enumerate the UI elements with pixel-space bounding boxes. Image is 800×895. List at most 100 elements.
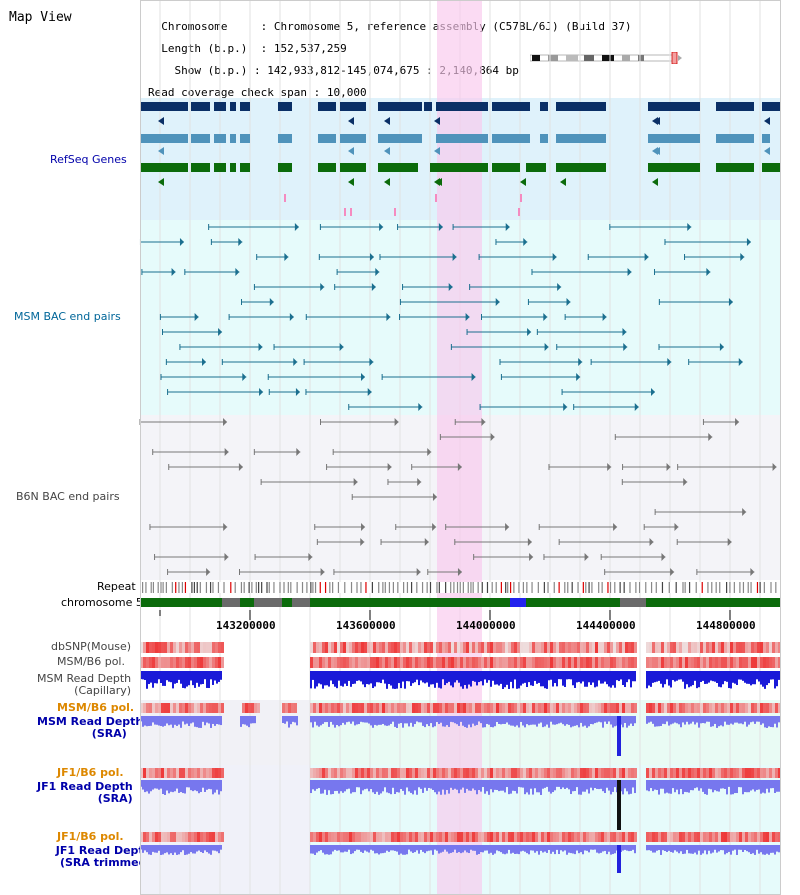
bac-pair-arrow[interactable]: [293, 358, 298, 366]
read-depth-bar[interactable]: [682, 716, 684, 723]
read-depth-bar[interactable]: [776, 845, 778, 852]
polymorphism-cell[interactable]: [556, 657, 559, 668]
polymorphism-cell[interactable]: [733, 768, 736, 778]
polymorphism-cell[interactable]: [625, 642, 628, 653]
read-depth-bar[interactable]: [434, 780, 436, 793]
polymorphism-cell[interactable]: [778, 703, 781, 713]
polymorphism-cell[interactable]: [508, 657, 511, 668]
polymorphism-cell[interactable]: [415, 768, 418, 778]
read-depth-bar[interactable]: [720, 780, 722, 789]
polymorphism-cell[interactable]: [526, 832, 529, 842]
polymorphism-cell[interactable]: [472, 768, 475, 778]
read-depth-bar[interactable]: [210, 845, 212, 855]
refseq-arrow[interactable]: [436, 178, 442, 186]
polymorphism-cell[interactable]: [670, 657, 673, 668]
polymorphism-cell[interactable]: [158, 703, 161, 713]
read-depth-bar[interactable]: [598, 845, 600, 854]
polymorphism-cell[interactable]: [514, 768, 517, 778]
repeat-element[interactable]: [470, 582, 472, 593]
polymorphism-cell[interactable]: [379, 832, 382, 842]
read-depth-bar[interactable]: [526, 780, 528, 793]
polymorphism-cell[interactable]: [661, 642, 664, 653]
read-depth-bar[interactable]: [472, 716, 474, 724]
read-depth-bar[interactable]: [508, 716, 510, 725]
polymorphism-cell[interactable]: [712, 832, 715, 842]
polymorphism-cell[interactable]: [628, 832, 631, 842]
read-depth-bar[interactable]: [698, 716, 700, 728]
read-depth-bar[interactable]: [594, 716, 596, 724]
read-depth-bar[interactable]: [624, 780, 626, 789]
polymorphism-cell[interactable]: [622, 703, 625, 713]
polymorphism-cell[interactable]: [185, 768, 188, 778]
polymorphism-cell[interactable]: [562, 832, 565, 842]
polymorphism-cell[interactable]: [448, 703, 451, 713]
read-depth-bar[interactable]: [700, 716, 702, 724]
read-depth-bar[interactable]: [330, 671, 332, 681]
read-depth-bar[interactable]: [612, 780, 614, 792]
read-depth-bar[interactable]: [490, 845, 492, 853]
polymorphism-cell[interactable]: [313, 657, 316, 668]
repeat-element[interactable]: [258, 582, 260, 593]
read-depth-bar[interactable]: [374, 780, 376, 795]
repeat-element[interactable]: [268, 582, 270, 593]
polymorphism-cell[interactable]: [667, 703, 670, 713]
read-depth-bar[interactable]: [340, 716, 342, 726]
polymorphism-cell[interactable]: [475, 642, 478, 653]
polymorphism-cell[interactable]: [221, 703, 224, 713]
read-depth-bar[interactable]: [684, 845, 686, 854]
polymorphism-cell[interactable]: [772, 832, 775, 842]
read-depth-bar[interactable]: [164, 845, 166, 854]
read-depth-bar[interactable]: [686, 671, 688, 685]
polymorphism-cell[interactable]: [355, 832, 358, 842]
polymorphism-cell[interactable]: [221, 657, 224, 668]
read-depth-bar[interactable]: [144, 671, 146, 681]
read-depth-bar[interactable]: [706, 716, 708, 722]
bac-pair-arrow[interactable]: [339, 343, 344, 351]
bac-pair-arrow[interactable]: [706, 268, 711, 276]
polymorphism-cell[interactable]: [553, 642, 556, 653]
read-depth-bar[interactable]: [552, 845, 554, 852]
polymorphism-cell[interactable]: [421, 768, 424, 778]
read-depth-bar[interactable]: [536, 780, 538, 793]
read-depth-bar[interactable]: [586, 716, 588, 728]
read-depth-bar[interactable]: [352, 845, 354, 854]
read-depth-bar[interactable]: [420, 845, 422, 850]
read-depth-bar[interactable]: [340, 845, 342, 853]
read-depth-bar[interactable]: [474, 716, 476, 726]
read-depth-bar[interactable]: [750, 780, 752, 791]
read-depth-bar[interactable]: [762, 671, 764, 687]
read-depth-bar[interactable]: [336, 716, 338, 726]
read-depth-bar[interactable]: [452, 780, 454, 790]
polymorphism-cell[interactable]: [661, 703, 664, 713]
polymorphism-cell[interactable]: [544, 832, 547, 842]
read-depth-bar[interactable]: [582, 716, 584, 727]
polymorphism-cell[interactable]: [559, 768, 562, 778]
refseq-gene[interactable]: [762, 134, 770, 143]
read-depth-bar[interactable]: [396, 716, 398, 728]
polymorphism-cell[interactable]: [523, 657, 526, 668]
read-depth-bar[interactable]: [634, 780, 636, 794]
refseq-gene[interactable]: [492, 102, 530, 111]
read-depth-bar[interactable]: [726, 671, 728, 682]
read-depth-bar[interactable]: [732, 845, 734, 851]
read-depth-bar[interactable]: [594, 845, 596, 850]
polymorphism-cell[interactable]: [745, 642, 748, 653]
repeat-element[interactable]: [661, 582, 664, 593]
read-depth-bar[interactable]: [582, 671, 584, 682]
read-depth-bar[interactable]: [412, 671, 414, 684]
read-depth-bar[interactable]: [658, 845, 660, 851]
repeat-element[interactable]: [588, 582, 590, 593]
polymorphism-cell[interactable]: [625, 703, 628, 713]
read-depth-bar[interactable]: [696, 716, 698, 723]
read-depth-bar[interactable]: [526, 845, 528, 854]
polymorphism-cell[interactable]: [766, 703, 769, 713]
read-depth-bar[interactable]: [712, 671, 714, 682]
polymorphism-cell[interactable]: [182, 832, 185, 842]
polymorphism-cell[interactable]: [511, 703, 514, 713]
bac-pair-arrow[interactable]: [367, 388, 372, 396]
polymorphism-cell[interactable]: [176, 642, 179, 653]
polymorphism-cell[interactable]: [152, 768, 155, 778]
polymorphism-cell[interactable]: [439, 768, 442, 778]
polymorphism-cell[interactable]: [334, 768, 337, 778]
bac-pair-arrow[interactable]: [294, 223, 299, 231]
